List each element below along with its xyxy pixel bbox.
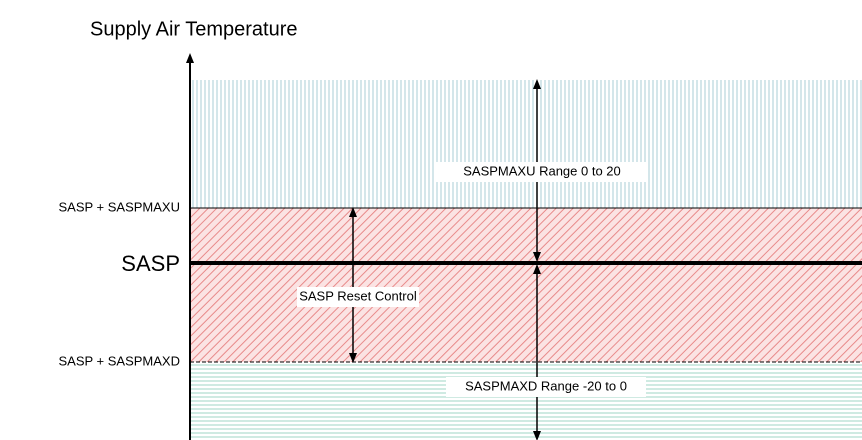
label-bg bbox=[297, 287, 419, 307]
setpoint-label: SASP bbox=[121, 251, 180, 276]
label-bg bbox=[446, 377, 646, 397]
upper-label: SASP + SASPMAXU bbox=[58, 199, 180, 214]
label-bg bbox=[436, 162, 648, 182]
lower-label: SASP + SASPMAXD bbox=[58, 353, 180, 368]
lower-range-label: SASPMAXD Range -20 to 0 bbox=[465, 378, 627, 393]
lower-band bbox=[190, 362, 862, 440]
upper-band bbox=[190, 80, 862, 208]
upper-range-label: SASPMAXU Range 0 to 20 bbox=[463, 163, 621, 178]
reset-label: SASP Reset Control bbox=[299, 288, 417, 303]
title: Supply Air Temperature bbox=[90, 18, 298, 40]
reset-band bbox=[190, 208, 862, 362]
